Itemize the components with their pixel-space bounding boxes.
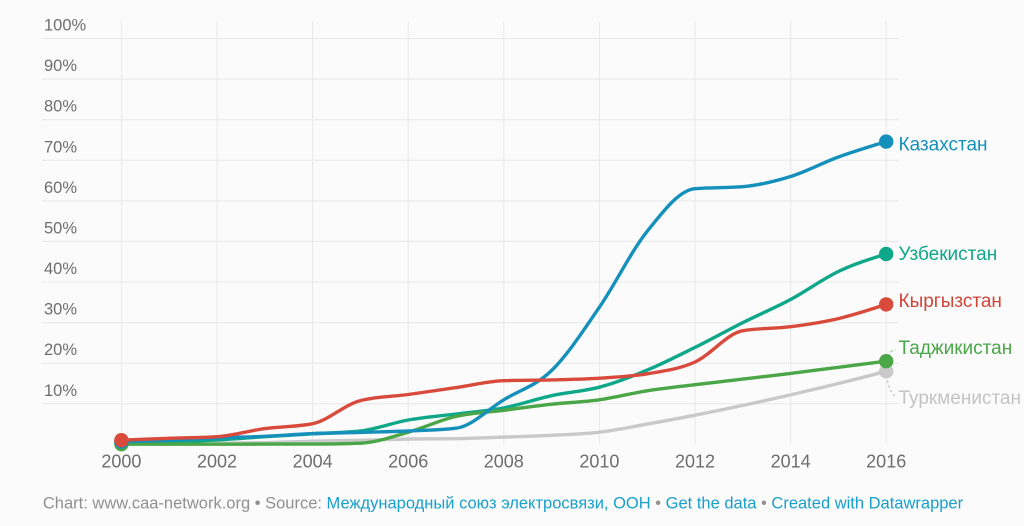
svg-text:10%: 10% — [44, 382, 77, 400]
svg-text:2008: 2008 — [484, 452, 524, 472]
svg-text:Узбекистан: Узбекистан — [899, 244, 998, 265]
svg-text:50%: 50% — [44, 219, 77, 237]
svg-text:20%: 20% — [44, 341, 77, 359]
svg-text:2010: 2010 — [579, 452, 619, 472]
svg-text:100%: 100% — [44, 17, 87, 35]
svg-text:80%: 80% — [44, 98, 77, 116]
svg-text:30%: 30% — [44, 301, 77, 319]
svg-text:60%: 60% — [44, 179, 77, 197]
svg-text:2012: 2012 — [675, 452, 715, 472]
svg-text:2004: 2004 — [293, 452, 333, 472]
svg-text:2002: 2002 — [197, 452, 237, 472]
svg-text:2016: 2016 — [866, 452, 906, 472]
svg-text:Туркменистан: Туркменистан — [899, 388, 1022, 409]
svg-text:40%: 40% — [44, 260, 77, 278]
svg-text:Казахстан: Казахстан — [899, 135, 988, 156]
svg-text:Кыргызстан: Кыргызстан — [899, 291, 1002, 312]
svg-text:2000: 2000 — [101, 452, 141, 472]
svg-text:2006: 2006 — [388, 452, 428, 472]
svg-text:Таджикистан: Таджикистан — [899, 338, 1013, 359]
svg-text:2014: 2014 — [771, 452, 811, 472]
svg-text:Chart: www.caa-network.org • S: Chart: www.caa-network.org • Source: Меж… — [43, 494, 964, 512]
svg-text:90%: 90% — [44, 57, 77, 75]
svg-text:70%: 70% — [44, 138, 77, 156]
